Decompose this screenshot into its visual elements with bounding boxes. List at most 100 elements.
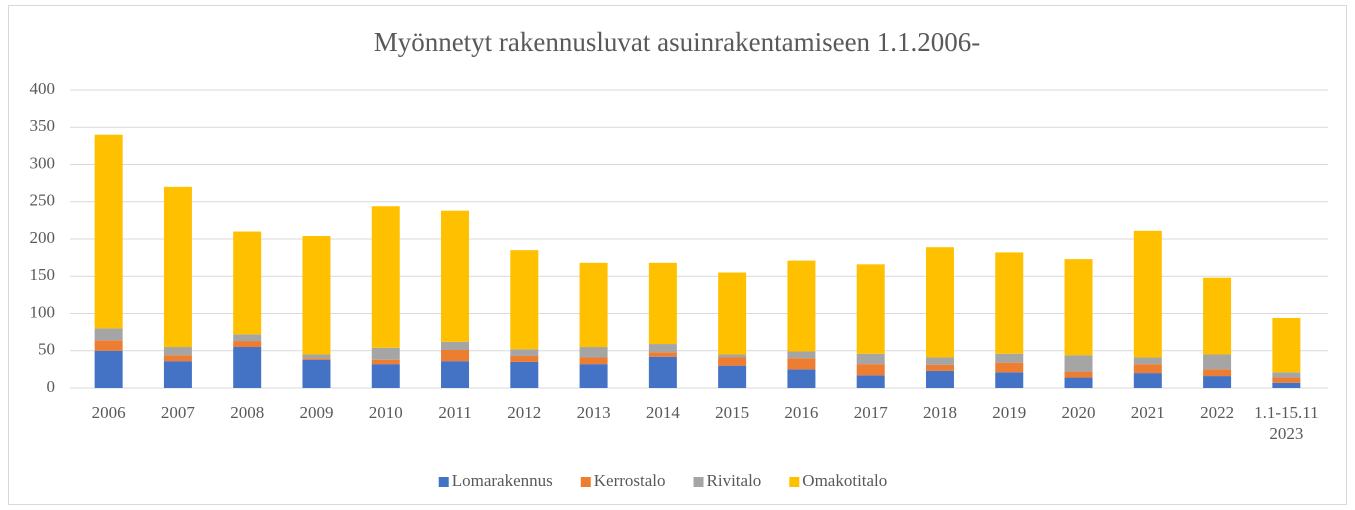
x-tick-label: 2010 <box>368 403 403 422</box>
x-tick-label: 2006 <box>91 403 126 422</box>
bar-segment <box>1064 377 1093 388</box>
bar-segment <box>302 354 331 359</box>
bar-segment <box>856 375 885 388</box>
bar-segment <box>856 364 885 376</box>
bar-segment <box>787 351 816 359</box>
bar-segment <box>718 365 747 388</box>
bar-segment <box>510 250 539 350</box>
y-tick-label: 50 <box>38 340 55 359</box>
bar-segment <box>718 357 747 366</box>
legend-label: Lomarakennus <box>452 471 553 490</box>
y-tick-label: 250 <box>30 191 56 210</box>
y-tick-label: 200 <box>30 228 56 247</box>
x-tick-label: 2009 <box>299 403 334 422</box>
legend-label: Kerrostalo <box>594 471 666 490</box>
bar-segment <box>1133 357 1162 365</box>
bar-segment <box>371 364 400 388</box>
bar-segment <box>995 372 1024 388</box>
bar-segment <box>579 262 608 348</box>
legend-swatch <box>789 477 800 487</box>
bar-segment <box>302 358 331 360</box>
bar-segment <box>648 356 677 388</box>
y-tick-label: 300 <box>30 153 56 172</box>
bar-segment <box>94 328 123 341</box>
bar-segment <box>1064 355 1093 372</box>
bar-segment <box>579 364 608 388</box>
bar-segment <box>648 344 677 353</box>
bar-segment <box>371 347 400 360</box>
bar-segment <box>510 361 539 388</box>
bar-segment <box>371 359 400 365</box>
bar-segment <box>925 370 954 388</box>
bar-segment <box>510 349 539 356</box>
bar-segment <box>1272 377 1301 383</box>
x-tick-label: 2020 <box>1061 403 1096 422</box>
x-tick-label: 2021 <box>1130 403 1165 422</box>
chart-border <box>8 5 1347 505</box>
bar-segment <box>787 260 816 352</box>
bar-segment <box>1064 259 1093 356</box>
bar-segment <box>1203 369 1232 377</box>
y-tick-label: 400 <box>30 79 56 98</box>
y-tick-label: 100 <box>30 302 56 321</box>
bar-segment <box>1203 354 1232 370</box>
x-tick-label: 2016 <box>784 403 819 422</box>
bar-segment <box>648 262 677 345</box>
x-tick-label: 2015 <box>715 403 750 422</box>
bar-segment <box>163 186 192 348</box>
bar-segment <box>1133 364 1162 374</box>
bar-segment <box>441 361 470 388</box>
x-tick-label: 2017 <box>853 403 888 422</box>
bar-segment <box>441 341 470 351</box>
bar-segment <box>718 354 747 358</box>
bar-segment <box>510 355 539 362</box>
bar-segment <box>995 362 1024 373</box>
bar-segment <box>787 358 816 370</box>
bar-segment <box>94 340 123 351</box>
bar-segment <box>94 134 123 329</box>
bar-segment <box>163 355 192 362</box>
bar-segment <box>1203 277 1232 355</box>
bar-segment <box>163 361 192 388</box>
bar-segment <box>1133 373 1162 388</box>
bar-segment <box>718 272 747 355</box>
bar-segment <box>1064 371 1093 378</box>
bar-segment <box>925 247 954 358</box>
bar-segment <box>163 347 192 356</box>
x-tick-label: 2022 <box>1200 403 1235 422</box>
legend-label: Rivitalo <box>707 471 762 490</box>
bar-segment <box>856 353 885 365</box>
bar-segment <box>94 350 123 388</box>
x-tick-label: 2013 <box>576 403 611 422</box>
bar-segment <box>371 206 400 348</box>
bar-segment <box>995 252 1024 354</box>
legend-label: Omakotitalo <box>802 471 887 490</box>
bar-segment <box>648 352 677 357</box>
x-tick-label: 2012 <box>507 403 542 422</box>
legend-swatch <box>438 477 449 487</box>
bar-segment <box>925 364 954 371</box>
bar-segment <box>441 350 470 362</box>
bar-segment <box>233 341 262 348</box>
y-tick-label: 150 <box>30 265 56 284</box>
bar-segment <box>1133 230 1162 358</box>
bar-segment <box>1272 317 1301 373</box>
bar-segment <box>1272 382 1301 388</box>
bar-segment <box>579 347 608 358</box>
x-tick-label: 2007 <box>160 403 195 422</box>
bar-segment <box>787 369 816 388</box>
bar-segment <box>1203 376 1232 388</box>
bar-segment <box>856 264 885 354</box>
bar-segment <box>1272 372 1301 378</box>
y-tick-label: 0 <box>47 377 56 396</box>
bar-segment <box>579 357 608 365</box>
bar-segment <box>302 359 331 388</box>
bar-segment <box>302 236 331 355</box>
bar-segment <box>925 357 954 365</box>
x-tick-label: 1.1-15.11 2023 <box>1254 403 1319 443</box>
x-tick-label: 2011 <box>438 403 472 422</box>
bar-segment <box>441 210 470 342</box>
legend-swatch <box>580 477 591 487</box>
